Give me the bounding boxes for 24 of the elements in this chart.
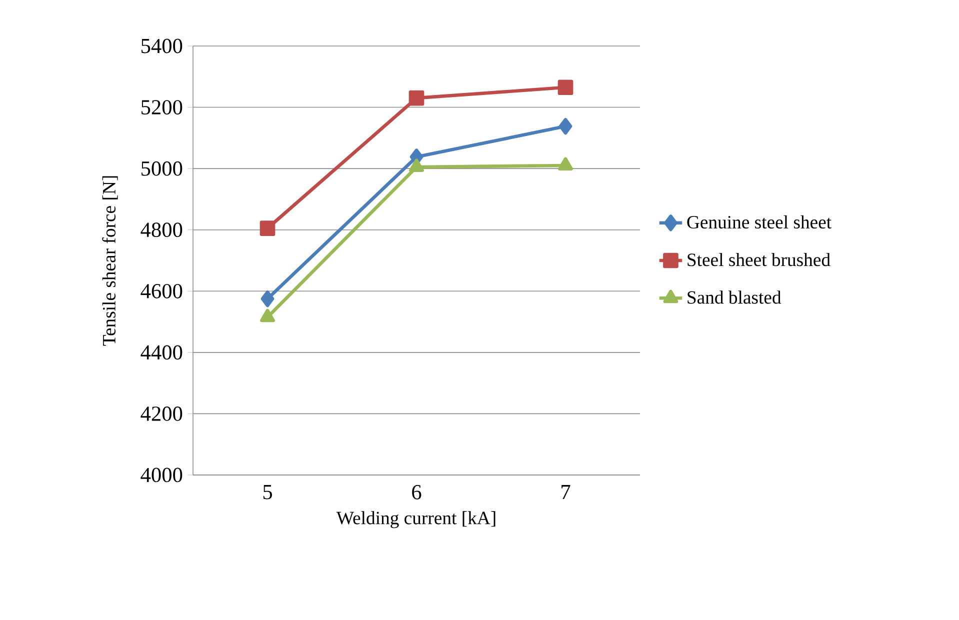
y-tick-label: 4000 [140,468,182,482]
point [408,90,424,106]
x-tick-label: 7 [562,485,570,499]
y-tick-label: 4800 [140,222,182,238]
y-tick-label: 4400 [140,345,182,360]
point [409,158,424,172]
point [260,220,276,236]
x-axis-title: Welding current [kA] [336,511,496,528]
point [260,290,274,308]
point [558,157,573,170]
y-axis-title: Tensile shear force [N] [102,176,118,346]
y-tick-label: 4200 [140,406,182,421]
point [260,308,275,322]
y-tick-label: 5000 [142,161,182,176]
legend-label: Genuine steel sheet [687,215,832,229]
y-tick-label: 5200 [142,100,182,114]
point [558,118,572,135]
legend-label: Steel sheet brushed [688,253,830,266]
x-tick-label: 6 [412,485,422,500]
point [558,80,574,96]
y-tick-label: 4600 [140,284,182,298]
legend-label: Sand blasted [688,290,782,304]
x-tick-label: 5 [263,485,272,500]
y-tick-label: 5400 [142,38,182,54]
